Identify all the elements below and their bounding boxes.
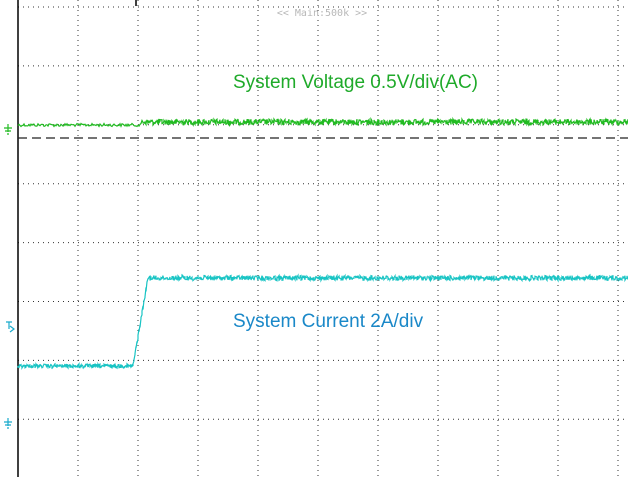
current-trace [17, 273, 628, 370]
voltage-trace [17, 116, 628, 128]
grid [18, 0, 628, 477]
voltage-label: System Voltage 0.5V/div(AC) [233, 72, 478, 93]
current-ground-marker [4, 418, 12, 429]
channel-markers [4, 0, 137, 429]
timebase-label: << Main:500k >> [277, 8, 367, 19]
trigger-marker [6, 321, 15, 333]
current-label: System Current 2A/div [233, 311, 424, 332]
voltage-ground-marker [4, 124, 12, 135]
